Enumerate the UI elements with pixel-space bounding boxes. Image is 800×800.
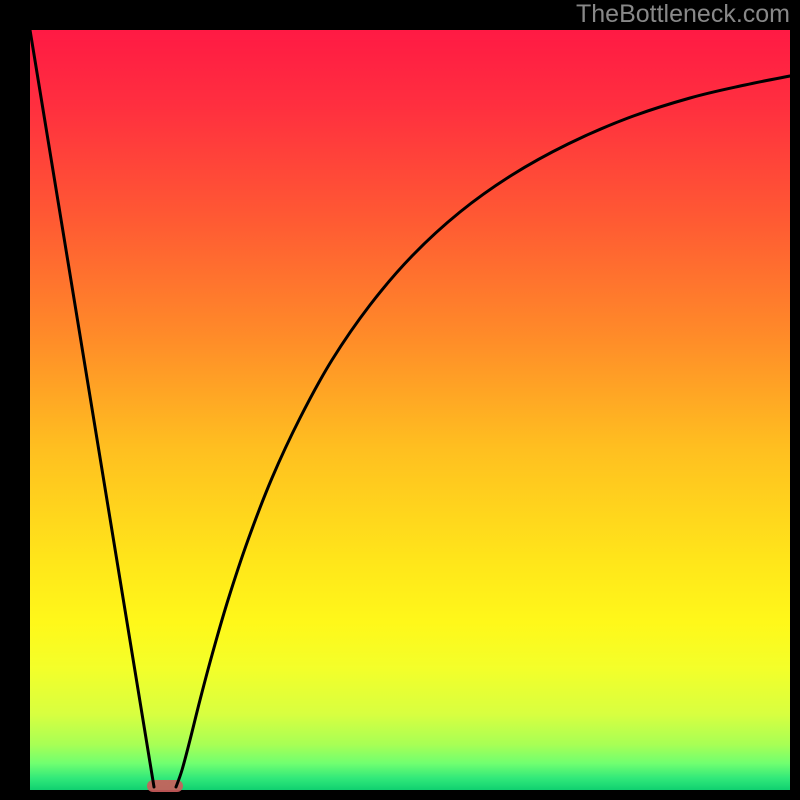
curve-right-path [176, 76, 790, 787]
plot-area [30, 30, 790, 790]
chart-container: TheBottleneck.com [0, 0, 800, 800]
curve-left-line [30, 30, 154, 787]
curve-overlay [30, 30, 790, 790]
watermark-text: TheBottleneck.com [576, 0, 790, 29]
